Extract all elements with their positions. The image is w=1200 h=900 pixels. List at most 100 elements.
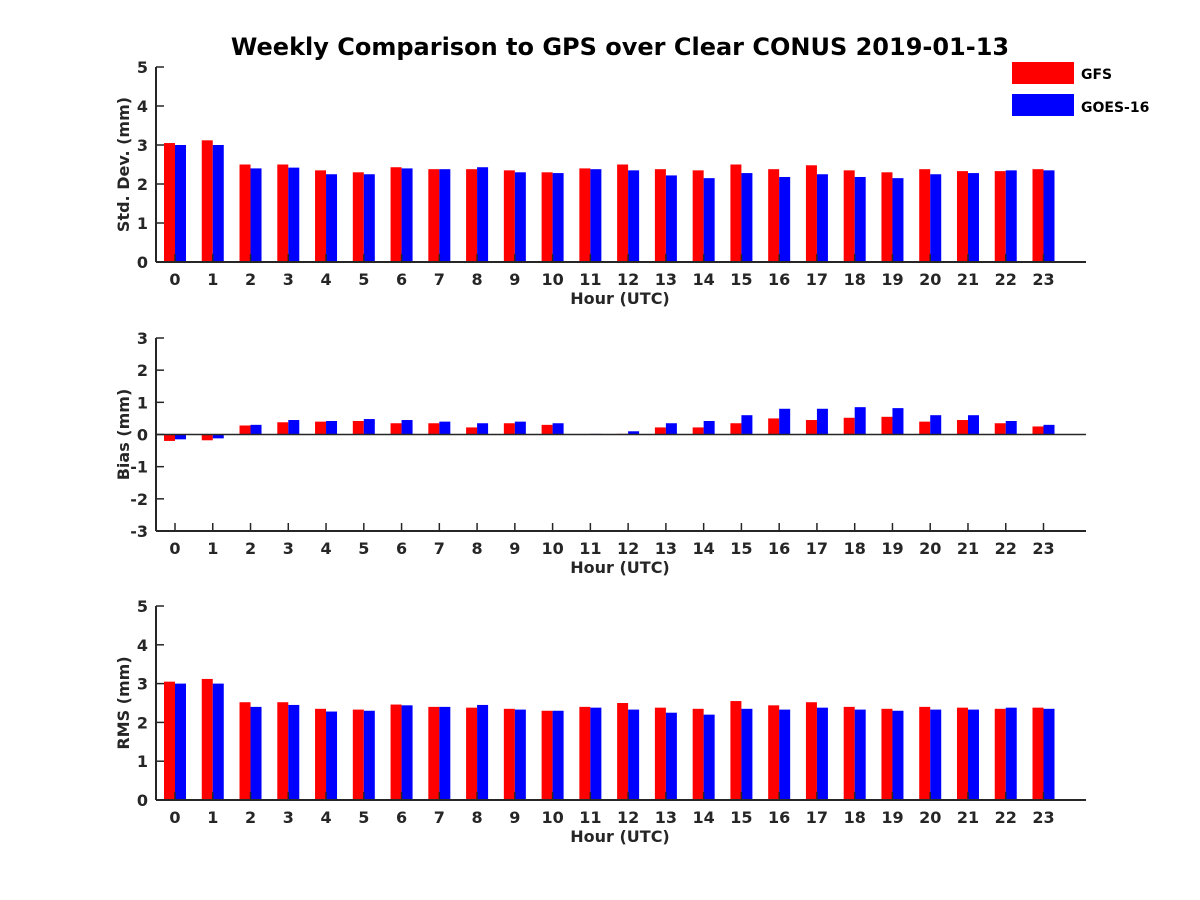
y-tick-label: 0 bbox=[137, 426, 148, 445]
bar-goes-16 bbox=[967, 173, 979, 262]
bar-goes-16 bbox=[250, 168, 262, 262]
x-tick-label: 22 bbox=[995, 808, 1017, 827]
bar-goes-16 bbox=[703, 178, 715, 262]
bar-goes-16 bbox=[477, 704, 489, 800]
x-tick-label: 21 bbox=[957, 808, 979, 827]
bar-gfs bbox=[164, 143, 175, 262]
x-axis-label: Hour (UTC) bbox=[570, 827, 670, 846]
x-tick-label: 10 bbox=[541, 808, 563, 827]
bar-gfs bbox=[503, 708, 515, 800]
x-tick-label: 1 bbox=[207, 808, 218, 827]
x-tick-label: 0 bbox=[169, 270, 180, 289]
bar-goes-16 bbox=[1005, 170, 1017, 262]
x-tick-label: 11 bbox=[579, 539, 601, 558]
x-tick-label: 20 bbox=[919, 270, 941, 289]
x-tick-label: 9 bbox=[509, 270, 520, 289]
bar-gfs bbox=[390, 423, 402, 435]
x-tick-label: 8 bbox=[472, 539, 483, 558]
bar-goes-16 bbox=[741, 708, 753, 800]
bar-goes-16 bbox=[892, 710, 904, 800]
bar-goes-16 bbox=[741, 173, 753, 262]
bar-goes-16 bbox=[326, 711, 338, 800]
bar-gfs bbox=[617, 703, 629, 800]
x-tick-label: 14 bbox=[693, 808, 715, 827]
bar-goes-16 bbox=[590, 707, 602, 800]
y-tick-label: 4 bbox=[137, 97, 148, 116]
x-tick-label: 19 bbox=[881, 539, 903, 558]
bar-gfs bbox=[352, 172, 364, 262]
x-tick-label: 23 bbox=[1032, 808, 1054, 827]
bar-goes-16 bbox=[892, 408, 904, 435]
x-tick-label: 16 bbox=[768, 808, 790, 827]
bar-goes-16 bbox=[854, 407, 866, 435]
bar-gfs bbox=[390, 704, 402, 800]
bar-goes-16 bbox=[401, 420, 413, 435]
legend-swatch-goes bbox=[1012, 94, 1074, 116]
x-tick-label: 19 bbox=[881, 270, 903, 289]
bar-goes-16 bbox=[212, 683, 224, 800]
x-tick-label: 15 bbox=[730, 808, 752, 827]
bar-goes-16 bbox=[552, 173, 564, 262]
x-tick-label: 2 bbox=[245, 270, 256, 289]
bar-goes-16 bbox=[288, 420, 300, 435]
bar-gfs bbox=[956, 171, 968, 262]
x-tick-label: 7 bbox=[434, 539, 445, 558]
bar-gfs bbox=[692, 708, 704, 800]
bar-gfs bbox=[805, 165, 817, 262]
bar-gfs bbox=[277, 164, 289, 262]
x-tick-label: 17 bbox=[806, 270, 828, 289]
bar-gfs bbox=[428, 423, 440, 435]
bar-goes-16 bbox=[175, 683, 186, 800]
x-tick-label: 21 bbox=[957, 539, 979, 558]
y-tick-label: 1 bbox=[137, 214, 148, 233]
y-tick-label: 5 bbox=[137, 597, 148, 616]
bar-gfs bbox=[315, 170, 327, 262]
bar-gfs bbox=[843, 706, 855, 800]
bar-gfs bbox=[201, 678, 213, 800]
bar-goes-16 bbox=[665, 423, 677, 435]
x-tick-label: 19 bbox=[881, 808, 903, 827]
bar-gfs bbox=[164, 681, 175, 800]
bar-gfs bbox=[466, 707, 478, 800]
bar-gfs bbox=[352, 420, 364, 435]
bar-goes-16 bbox=[552, 710, 564, 800]
x-tick-label: 13 bbox=[655, 270, 677, 289]
x-tick-label: 23 bbox=[1032, 539, 1054, 558]
bar-gfs bbox=[843, 417, 855, 435]
x-tick-label: 6 bbox=[396, 270, 407, 289]
x-tick-label: 0 bbox=[169, 539, 180, 558]
bar-gfs bbox=[843, 170, 855, 262]
x-tick-label: 11 bbox=[579, 270, 601, 289]
bar-goes-16 bbox=[363, 419, 375, 435]
bar-goes-16 bbox=[892, 178, 904, 262]
y-tick-label: -3 bbox=[130, 522, 148, 541]
x-tick-label: 22 bbox=[995, 270, 1017, 289]
x-tick-label: 0 bbox=[169, 808, 180, 827]
y-tick-label: 2 bbox=[137, 713, 148, 732]
bar-goes-16 bbox=[552, 423, 564, 435]
y-tick-label: -2 bbox=[130, 490, 148, 509]
bar-gfs bbox=[654, 707, 666, 800]
bar-gfs bbox=[956, 420, 968, 435]
bar-gfs bbox=[994, 708, 1006, 800]
bar-goes-16 bbox=[779, 709, 791, 800]
y-tick-label: 3 bbox=[137, 329, 148, 348]
bar-gfs bbox=[919, 706, 931, 800]
x-tick-label: 20 bbox=[919, 808, 941, 827]
bar-gfs bbox=[466, 169, 478, 262]
bar-gfs bbox=[239, 425, 251, 435]
bar-gfs bbox=[541, 424, 553, 435]
bar-goes-16 bbox=[439, 706, 451, 800]
x-tick-label: 7 bbox=[434, 270, 445, 289]
x-tick-label: 9 bbox=[509, 539, 520, 558]
bar-goes-16 bbox=[363, 174, 375, 262]
bar-goes-16 bbox=[439, 421, 451, 435]
x-tick-label: 11 bbox=[579, 808, 601, 827]
x-tick-label: 13 bbox=[655, 539, 677, 558]
x-tick-label: 3 bbox=[283, 808, 294, 827]
bar-gfs bbox=[805, 702, 817, 800]
bar-goes-16 bbox=[326, 420, 338, 435]
